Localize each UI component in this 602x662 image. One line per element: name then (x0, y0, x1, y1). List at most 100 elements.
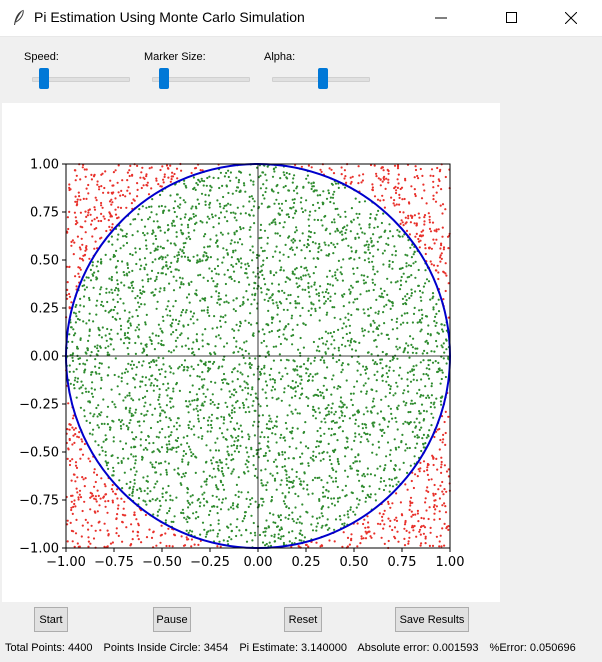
outside-point (434, 269, 437, 272)
inside-point (183, 216, 186, 219)
inside-point (176, 257, 180, 260)
inside-point (366, 438, 369, 441)
inside-point (174, 299, 177, 303)
inside-point (406, 421, 409, 424)
outside-point (440, 188, 443, 191)
inside-point (291, 248, 294, 252)
inside-point (274, 232, 277, 235)
inside-point (238, 363, 241, 366)
outside-point (429, 230, 433, 233)
reset-button[interactable]: Reset (284, 607, 322, 632)
inside-point (307, 493, 310, 496)
outside-point (411, 501, 414, 504)
start-button[interactable]: Start (34, 607, 68, 632)
inside-point (372, 330, 375, 333)
inside-point (363, 475, 366, 478)
minimize-button[interactable] (418, 0, 464, 36)
inside-point (366, 410, 369, 413)
inside-point (344, 455, 347, 458)
inside-point (223, 175, 226, 178)
inside-point (149, 384, 152, 387)
inside-point (68, 364, 71, 367)
inside-point (163, 289, 166, 292)
inside-point (179, 314, 183, 317)
inside-point (217, 488, 220, 491)
inside-point (112, 436, 115, 439)
inside-point (415, 442, 419, 445)
inside-point (399, 284, 403, 287)
inside-point (412, 365, 415, 368)
inside-point (216, 264, 220, 268)
inside-point (231, 192, 234, 195)
outside-point (94, 240, 97, 243)
inside-point (333, 413, 336, 416)
save-results-button[interactable]: Save Results (395, 607, 469, 632)
inside-point (278, 300, 281, 303)
marker-size-slider-thumb[interactable] (159, 68, 170, 89)
inside-point (292, 241, 295, 244)
inside-point (341, 368, 344, 371)
inside-point (385, 380, 388, 383)
inside-point (246, 383, 249, 386)
inside-point (170, 351, 173, 354)
inside-point (166, 254, 169, 257)
maximize-button[interactable] (489, 0, 535, 36)
speed-slider-thumb[interactable] (39, 68, 50, 89)
pause-button[interactable]: Pause (153, 607, 191, 632)
inside-point (356, 297, 359, 300)
inside-point (364, 281, 367, 284)
outside-point (387, 181, 390, 184)
inside-point (188, 529, 192, 532)
inside-point (151, 413, 154, 416)
inside-point (269, 544, 273, 547)
close-button[interactable] (548, 0, 594, 36)
inside-point (343, 293, 346, 296)
inside-point (83, 284, 86, 287)
inside-point (209, 184, 212, 187)
inside-point (358, 479, 361, 482)
outside-point (398, 210, 402, 214)
marker-size-slider[interactable] (152, 77, 250, 82)
inside-point (68, 370, 71, 373)
inside-point (284, 439, 287, 442)
inside-point (200, 309, 203, 312)
inside-point (436, 331, 439, 334)
inside-point (408, 297, 411, 300)
inside-point (137, 323, 140, 326)
inside-point (174, 318, 178, 321)
inside-point (184, 311, 187, 314)
outside-point (408, 531, 411, 534)
inside-point (182, 246, 186, 249)
outside-point (169, 164, 172, 167)
inside-point (366, 432, 369, 435)
inside-point (208, 217, 211, 220)
inside-point (356, 232, 359, 235)
inside-point (278, 328, 281, 331)
inside-point (331, 467, 334, 470)
alpha-slider-thumb[interactable] (317, 68, 328, 89)
outside-point (94, 498, 97, 501)
inside-point (217, 295, 220, 298)
inside-point (213, 351, 216, 354)
inside-point (390, 478, 393, 481)
inside-point (369, 237, 372, 240)
outside-point (444, 289, 447, 293)
inside-point (305, 395, 308, 399)
inside-point (190, 454, 193, 458)
inside-point (288, 540, 291, 543)
inside-point (349, 392, 353, 395)
outside-point (106, 529, 109, 532)
inside-point (158, 414, 162, 417)
inside-point (146, 480, 149, 483)
inside-point (260, 431, 263, 434)
inside-point (154, 234, 157, 238)
outside-point (104, 500, 107, 503)
outside-point (332, 172, 336, 175)
inside-point (196, 198, 199, 201)
outside-point (108, 200, 112, 203)
inside-point (277, 283, 280, 286)
speed-slider[interactable] (32, 77, 130, 82)
outside-point (126, 171, 129, 174)
outside-point (396, 530, 399, 533)
inside-point (436, 345, 439, 348)
